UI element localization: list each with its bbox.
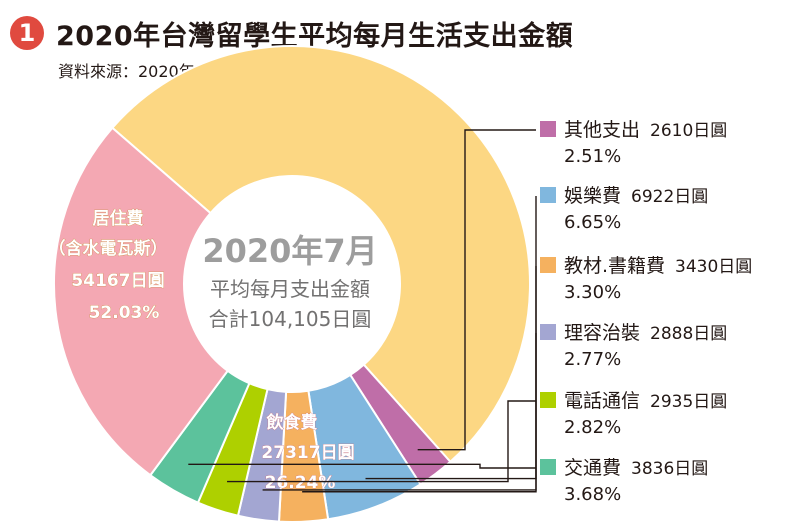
slice-housing-name-1: 居住費 — [93, 208, 144, 229]
legend-label-phone: 電話通信 2935日圓 — [564, 390, 727, 412]
inside-labels: 居住費 （含水電瓦斯） 54167日圓 52.03% 飲食費 27317日圓 26.24% — [48, 208, 355, 494]
legend: 其他支出 2610日圓 2.51% 娛樂費 6922日圓 6.65% 教材.書籍費 3430日… — [540, 119, 752, 505]
slice-food-name: 飲食費 — [266, 412, 318, 433]
leader-line-grooming — [262, 333, 537, 491]
slice-food-percent: 26.24% — [265, 473, 336, 493]
slice-housing-name-2: （含水電瓦斯） — [49, 238, 168, 259]
legend-value-phone: 2935日圓 — [650, 392, 727, 412]
legend-label-grooming: 理容治裝 2888日圓 — [564, 322, 727, 344]
legend-swatch-entertainment — [540, 187, 556, 203]
leader-line-transport — [188, 463, 536, 469]
center-date: 2020年7月 — [202, 232, 377, 270]
legend-swatch-other — [540, 121, 556, 137]
slice-housing-value: 54167日圓 — [71, 271, 164, 291]
legend-value-entertainment: 6922日圓 — [631, 187, 708, 207]
legend-name-books: 教材.書籍費 — [564, 255, 665, 277]
legend-name-transport: 交通費 — [564, 457, 621, 479]
figure-number-badge: 1 — [10, 16, 44, 50]
legend-percent-other: 2.51% — [564, 146, 621, 167]
legend-name-other: 其他支出 — [564, 119, 640, 141]
legend-percent-entertainment: 6.65% — [564, 212, 621, 233]
legend-name-entertainment: 娛樂費 — [564, 185, 621, 207]
legend-value-grooming: 2888日圓 — [650, 324, 727, 344]
legend-label-other: 其他支出 2610日圓 — [564, 119, 727, 141]
legend-value-books: 3430日圓 — [675, 257, 752, 277]
legend-percent-phone: 2.82% — [564, 417, 621, 438]
legend-value-other: 2610日圓 — [650, 121, 727, 141]
leader-line-phone — [227, 400, 536, 483]
legend-swatch-transport — [540, 459, 556, 475]
leader-line-other — [417, 129, 536, 451]
donut-hole — [184, 176, 400, 392]
legend-value-transport: 3836日圓 — [631, 459, 708, 479]
legend-percent-books: 3.30% — [564, 282, 621, 303]
legend-name-grooming: 理容治裝 — [564, 322, 640, 344]
leader-lines — [188, 129, 537, 493]
legend-name-phone: 電話通信 — [564, 390, 640, 412]
legend-swatch-grooming — [540, 324, 556, 340]
legend-swatch-phone — [540, 392, 556, 408]
legend-swatch-books — [540, 257, 556, 273]
legend-label-transport: 交通費 3836日圓 — [564, 457, 708, 479]
center-total: 合計104,105日圓 — [209, 307, 372, 331]
center-caption: 平均每月支出金額 — [210, 277, 370, 301]
slice-food-value: 27317日圓 — [261, 443, 354, 463]
slice-housing-percent: 52.03% — [89, 303, 160, 323]
legend-label-books: 教材.書籍費 3430日圓 — [564, 255, 752, 277]
legend-percent-grooming: 2.77% — [564, 349, 621, 370]
legend-label-entertainment: 娛樂費 6922日圓 — [564, 185, 708, 207]
legend-percent-transport: 3.68% — [564, 484, 621, 505]
